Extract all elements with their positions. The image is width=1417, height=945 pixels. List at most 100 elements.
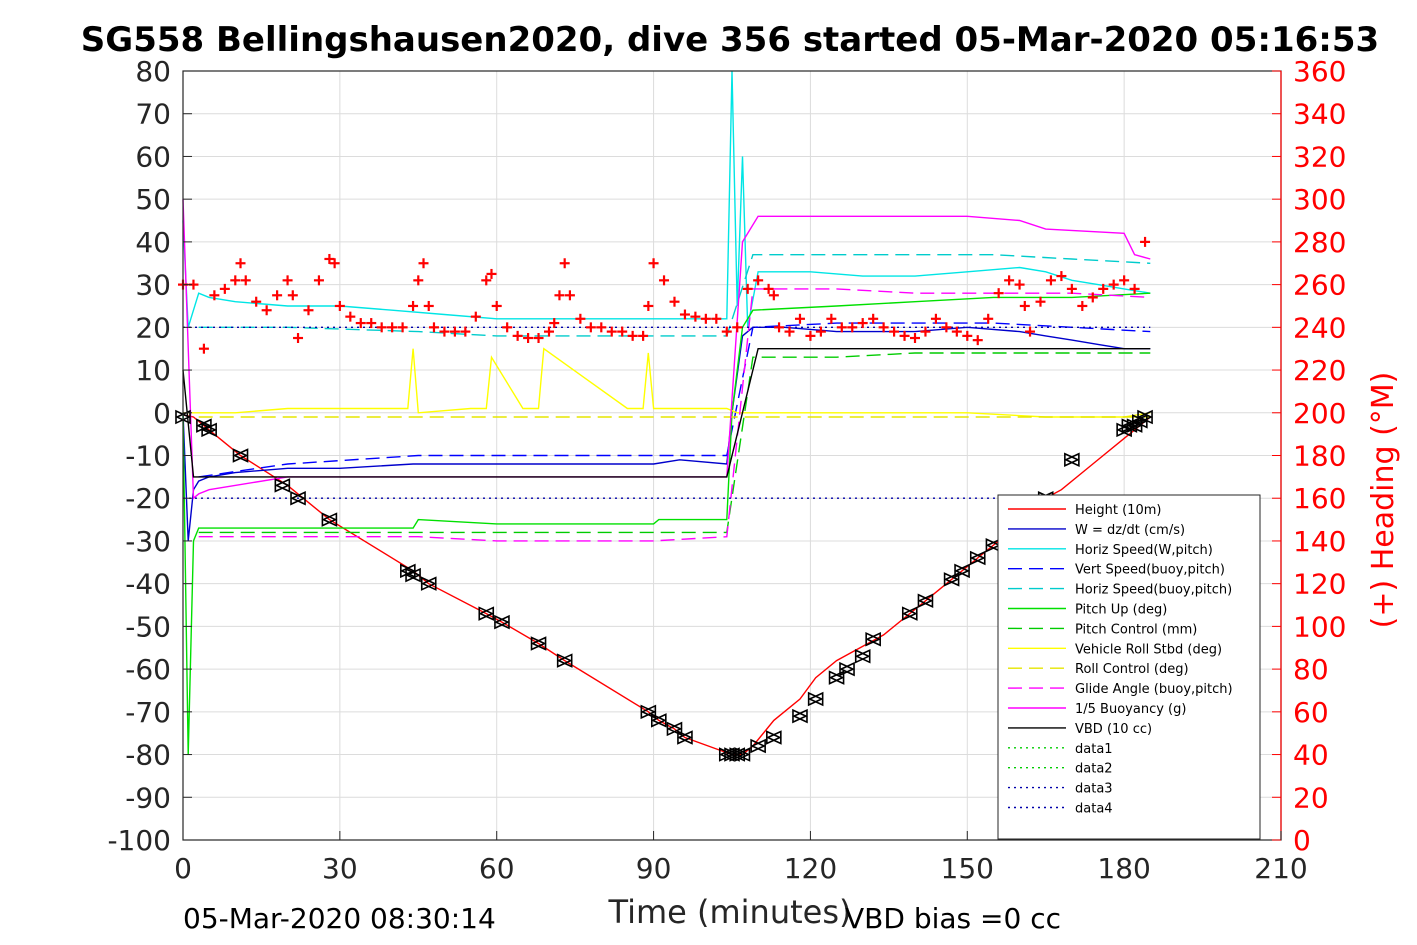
dive-marker xyxy=(969,550,986,566)
right-tick-label: 160 xyxy=(1293,482,1346,515)
heading-point xyxy=(1098,283,1109,294)
dive-marker xyxy=(724,747,740,762)
dive-marker xyxy=(405,567,421,583)
x-tick-label: 90 xyxy=(636,852,672,885)
right-tick-label: 0 xyxy=(1293,824,1311,857)
heading-point xyxy=(449,326,460,337)
heading-point xyxy=(1035,296,1046,307)
heading-point xyxy=(293,333,304,344)
left-tick-label: 50 xyxy=(135,183,171,216)
right-tick-label: 180 xyxy=(1293,440,1346,473)
heading-point xyxy=(627,330,638,341)
heading-point xyxy=(1019,300,1030,311)
x-axis: 0 30 60 90 120 150 180 210 xyxy=(174,831,1308,885)
heading-point xyxy=(847,322,858,333)
legend-label: Glide Angle (buoy,pitch) xyxy=(1075,682,1233,697)
right-tick-label: 360 xyxy=(1293,55,1346,88)
heading-point xyxy=(355,318,366,329)
dive-marker xyxy=(750,738,767,754)
heading-point xyxy=(596,322,607,333)
chart-title: SG558 Bellingshausen2020, dive 356 start… xyxy=(81,20,1379,60)
heading-point xyxy=(1045,275,1056,286)
heading-point xyxy=(700,313,711,324)
dive-marker xyxy=(1137,409,1153,425)
legend-label: VBD (10 cc) xyxy=(1075,722,1152,737)
heading-point xyxy=(486,268,497,279)
heading-point xyxy=(889,326,900,337)
heading-point xyxy=(491,300,502,311)
dive-marker xyxy=(274,478,291,493)
heading-point xyxy=(230,275,241,286)
heading-point xyxy=(1025,326,1036,337)
dive-marker xyxy=(734,747,751,762)
heading-point xyxy=(951,326,962,337)
dive-marker xyxy=(828,670,845,685)
legend-label: Horiz Speed(W,pitch) xyxy=(1075,543,1213,558)
heading-point xyxy=(313,275,324,286)
heading-point xyxy=(768,290,779,301)
heading-point xyxy=(324,253,335,264)
heading-point xyxy=(240,275,251,286)
dive-marker xyxy=(530,636,547,651)
legend-label: Pitch Up (deg) xyxy=(1075,603,1167,618)
x-tick-label: 180 xyxy=(1097,852,1150,885)
heading-point xyxy=(815,326,826,337)
heading-point xyxy=(303,305,314,316)
heading-point xyxy=(983,313,994,324)
heading-point xyxy=(334,300,345,311)
heading-point xyxy=(711,313,722,324)
heading-point xyxy=(251,296,262,307)
heading-point xyxy=(575,313,586,324)
dive-marker xyxy=(290,490,306,506)
heading-point xyxy=(993,288,1004,299)
dive-marker xyxy=(954,563,970,579)
heading-point xyxy=(899,330,910,341)
series-line-vehicle-roll-stbd-deg xyxy=(183,347,1151,418)
left-tick-label: -20 xyxy=(125,482,171,515)
right-tick-label: 260 xyxy=(1293,269,1346,302)
left-tick-label: -80 xyxy=(125,739,171,772)
x-tick-label: 210 xyxy=(1254,852,1307,885)
legend-label: data3 xyxy=(1075,782,1113,797)
heading-point xyxy=(910,333,920,344)
left-tick-label: 0 xyxy=(153,397,171,430)
dive-marker xyxy=(718,747,735,762)
heading-point xyxy=(648,258,659,269)
heading-point xyxy=(774,322,785,333)
right-tick-label: 20 xyxy=(1293,781,1329,814)
legend-label: Vert Speed(buoy,pitch) xyxy=(1075,563,1225,578)
heading-point xyxy=(219,283,230,294)
heading-point xyxy=(1129,283,1140,294)
right-tick-label: 320 xyxy=(1293,140,1346,173)
heading-point xyxy=(272,290,283,301)
heading-point xyxy=(523,333,534,344)
legend-box xyxy=(997,494,1261,840)
heading-point xyxy=(638,330,649,341)
left-tick-label: -100 xyxy=(107,824,171,857)
heading-point xyxy=(930,313,941,324)
dive-marker xyxy=(494,614,510,630)
dive-marker xyxy=(792,708,808,724)
heading-point xyxy=(794,313,805,324)
heading-point xyxy=(742,283,753,294)
dive-marker xyxy=(943,572,960,587)
legend-label: Height (10m) xyxy=(1075,503,1161,518)
heading-point xyxy=(1004,275,1015,286)
left-tick-label: 60 xyxy=(135,140,171,173)
heading-point xyxy=(559,258,570,269)
dive-marker xyxy=(1063,452,1080,468)
heading-point xyxy=(481,275,492,286)
dive-marker xyxy=(865,631,882,647)
left-tick-label: 30 xyxy=(135,269,171,302)
right-tick-label: 80 xyxy=(1293,653,1329,686)
left-tick-label: 80 xyxy=(135,55,171,88)
x-tick-label: 120 xyxy=(784,852,837,885)
right-tick-label: 60 xyxy=(1293,696,1329,729)
left-tick-label: 40 xyxy=(135,226,171,259)
heading-point xyxy=(857,318,868,329)
x-tick-label: 0 xyxy=(174,852,192,885)
right-tick-label: 300 xyxy=(1293,183,1346,216)
legend: Height (10m) W = dz/dt (cm/s) Horiz Speed(… xyxy=(997,494,1261,840)
left-tick-label: -90 xyxy=(125,781,171,814)
legend-label: data2 xyxy=(1075,762,1113,777)
